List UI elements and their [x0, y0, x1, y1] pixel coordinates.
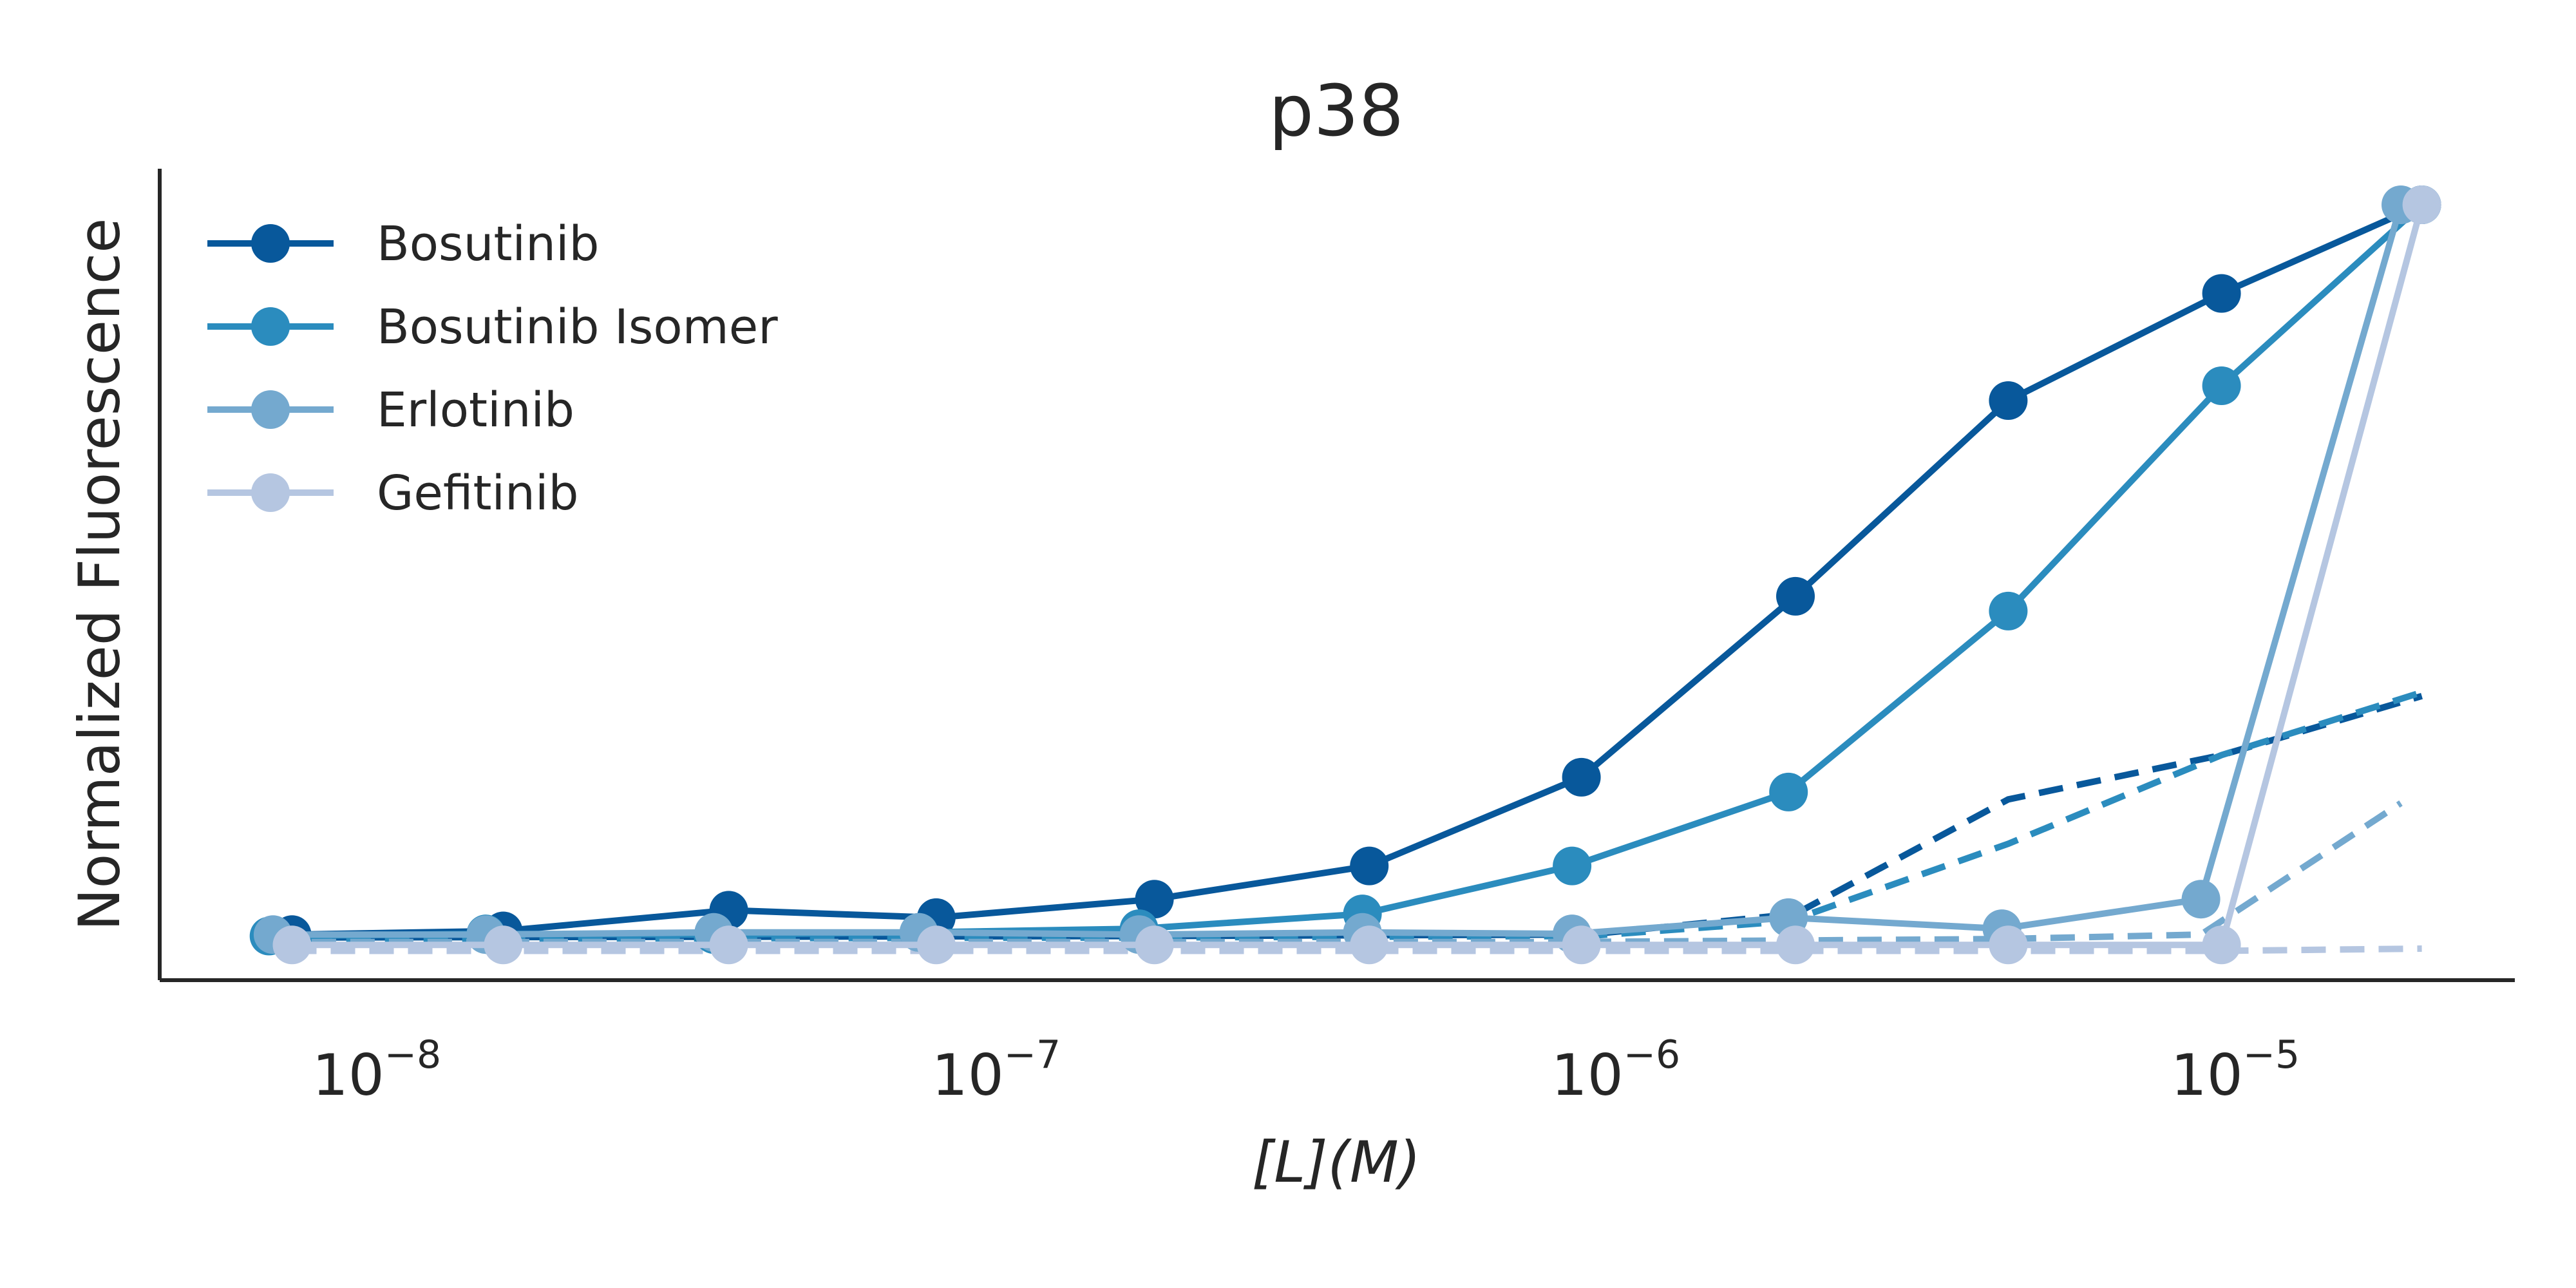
chart-title: p38 [1269, 70, 1404, 152]
series-0-point-5 [1350, 846, 1389, 886]
series-2-point-9 [2181, 880, 2221, 919]
series-0-point-6 [1562, 757, 1601, 797]
series-3-point-0 [272, 925, 312, 965]
series-1-point-9 [2202, 366, 2241, 405]
series-3-point-8 [1989, 925, 2028, 965]
x-tick-label-2: 10−6 [1551, 1032, 1680, 1108]
x-tick-label-3: 10−5 [2171, 1032, 2300, 1108]
legend-marker-1 [251, 307, 290, 346]
series-3-point-2 [709, 925, 748, 965]
legend-item-2: Erlotinib [207, 383, 574, 438]
legend: Bosutinib Bosutinib Isomer Erlotinib Gefiti… [207, 216, 778, 521]
series-3-point-9 [2202, 925, 2241, 965]
legend-item-3: Gefitinib [207, 466, 579, 521]
y-axis-label: Normalized Fluorescence [66, 218, 133, 931]
legend-item-1: Bosutinib Isomer [207, 299, 778, 355]
legend-item-0: Bosutinib [207, 216, 600, 272]
series-3-point-5 [1350, 925, 1389, 965]
series-3-point-6 [1562, 925, 1601, 965]
series-layer [249, 185, 2441, 965]
x-axis-label: [L](M) [1252, 1129, 1421, 1195]
series-1-point-7 [1769, 772, 1808, 811]
legend-marker-2 [251, 390, 290, 429]
x-tick-label-0: 10−8 [312, 1032, 441, 1108]
plot-area [158, 169, 2515, 982]
legend-label-1: Bosutinib Isomer [377, 299, 778, 355]
legend-label-0: Bosutinib [377, 216, 600, 272]
legend-label-3: Gefitinib [377, 466, 579, 521]
series-3-point-3 [916, 925, 956, 965]
series-0-point-9 [2202, 274, 2241, 313]
series-1-point-6 [1553, 846, 1592, 886]
series-0-point-7 [1776, 576, 1815, 616]
legend-label-2: Erlotinib [377, 383, 574, 438]
series-1-fit-line [269, 689, 2423, 943]
legend-marker-0 [251, 224, 290, 263]
x-tick-label-1: 10−7 [932, 1032, 1061, 1108]
x-ticks: 10−8 10−7 10−6 10−5 [312, 1032, 2300, 1108]
series-3-point-10 [2402, 185, 2441, 224]
series-3-point-1 [484, 925, 523, 965]
series-1-point-8 [1989, 591, 2028, 630]
series-3-point-7 [1776, 925, 1815, 965]
series-3-point-4 [1135, 925, 1174, 965]
legend-marker-3 [251, 473, 290, 512]
series-3-fit-line [292, 945, 2422, 954]
series-0-point-8 [1989, 381, 2028, 420]
series-0-point-4 [1135, 880, 1174, 919]
